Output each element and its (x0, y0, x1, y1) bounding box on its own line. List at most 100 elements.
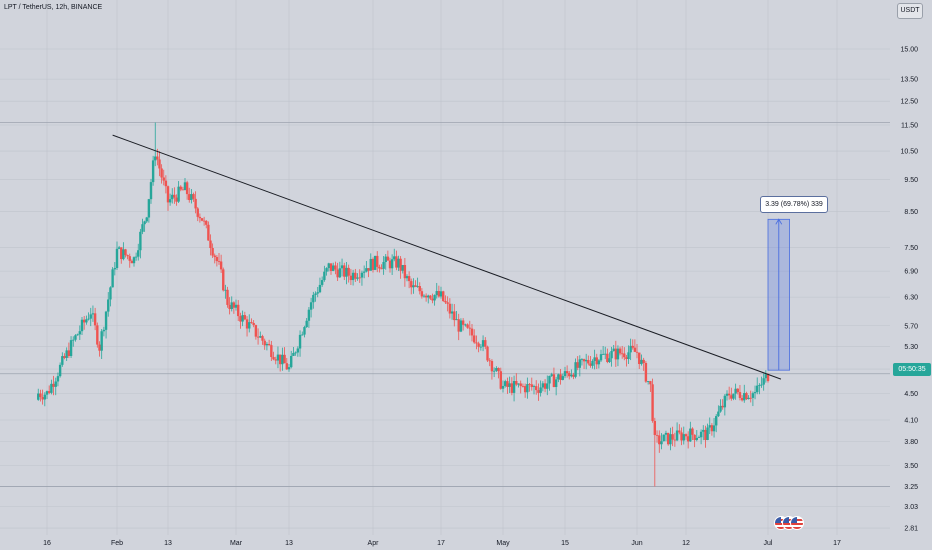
currency-button[interactable]: USDT (897, 3, 923, 19)
candle-body (734, 388, 737, 394)
candle-body (104, 311, 108, 330)
candle-body (232, 302, 236, 308)
candle-body (47, 391, 51, 393)
candle-body (484, 340, 487, 347)
candle-body (574, 362, 577, 377)
candle-body (265, 343, 269, 346)
candle-body (595, 357, 598, 365)
candle-body (646, 381, 650, 382)
candle-body (386, 256, 390, 261)
candle-body (332, 265, 335, 271)
candle-body (697, 437, 701, 439)
candle-body (132, 257, 136, 264)
candle-body (745, 393, 748, 400)
candle-body (597, 360, 601, 365)
candle-body (418, 286, 421, 292)
candle-body (764, 374, 768, 379)
candle-body (245, 319, 249, 329)
candle-body (736, 388, 739, 393)
candle-body (285, 363, 288, 370)
candle-body (362, 271, 366, 273)
candle-body (725, 393, 729, 396)
candle-body (376, 255, 379, 267)
candle-body (87, 318, 90, 320)
candle-body (188, 194, 191, 201)
candle-body (732, 393, 735, 399)
candle-body (380, 268, 383, 270)
candle-body (224, 289, 227, 291)
candle-body (347, 267, 350, 276)
candle-body (504, 381, 507, 386)
economic-events-icon[interactable] (774, 516, 804, 530)
candle-body (111, 269, 114, 288)
candle-body (420, 291, 424, 297)
candle-body (139, 231, 142, 251)
candle-body (261, 336, 264, 341)
candle-body (160, 168, 163, 178)
candle-body (107, 299, 110, 312)
candle-body (365, 268, 368, 272)
x-tick-label: 15 (561, 540, 569, 547)
candle-body (250, 322, 253, 323)
y-tick-label: 3.03 (904, 504, 918, 511)
candle-body (591, 360, 594, 366)
candle-body (334, 265, 337, 270)
x-tick-label: Apr (368, 540, 380, 547)
candle-body (354, 272, 357, 279)
candle-body (584, 359, 588, 362)
candle-body (403, 264, 407, 279)
candle-body (301, 334, 304, 336)
candle-body (682, 434, 685, 441)
candle-body (486, 346, 489, 361)
candle-body (512, 381, 516, 393)
candle-body (649, 381, 652, 385)
candle-body (213, 255, 216, 258)
candle-body (550, 374, 553, 376)
candle-body (149, 182, 153, 200)
candle-body (196, 208, 199, 217)
candle-body (237, 304, 240, 317)
candle-body (80, 319, 84, 332)
candle-body (209, 240, 212, 249)
candle-body (371, 258, 375, 270)
candle-body (604, 353, 607, 355)
candle-body (50, 383, 53, 393)
candle-body (468, 327, 471, 329)
candle-body (343, 265, 346, 277)
candle-body (113, 268, 117, 270)
candle-body (58, 364, 62, 377)
candle-body (303, 327, 306, 335)
candle-body (712, 425, 716, 432)
candle-body (572, 374, 575, 377)
candle-body (721, 405, 724, 408)
candle-body (437, 291, 441, 297)
candle-body (631, 345, 634, 348)
candle-body (267, 343, 271, 346)
candle-body (168, 199, 172, 203)
candle-body (147, 199, 151, 218)
candle-body (67, 350, 71, 356)
candle-body (653, 420, 657, 435)
candle-body (91, 313, 95, 315)
candle-body (635, 351, 639, 353)
candle-body (710, 425, 714, 432)
candle-body (554, 379, 558, 388)
candle-body (74, 335, 77, 340)
candle-body (358, 277, 361, 279)
candle-body (263, 340, 266, 346)
candle-body (743, 393, 746, 401)
candle-body (202, 220, 206, 222)
measure-arrowhead (775, 218, 783, 225)
candle-body (200, 218, 204, 221)
candle-body (457, 319, 460, 332)
candle-body (141, 224, 144, 232)
candle-body (272, 357, 275, 360)
candle-body (589, 363, 592, 366)
candle-body (580, 359, 584, 360)
candle-body (673, 439, 677, 441)
candle-body (616, 348, 620, 360)
candle-body (610, 351, 613, 359)
candle-body (623, 353, 626, 358)
